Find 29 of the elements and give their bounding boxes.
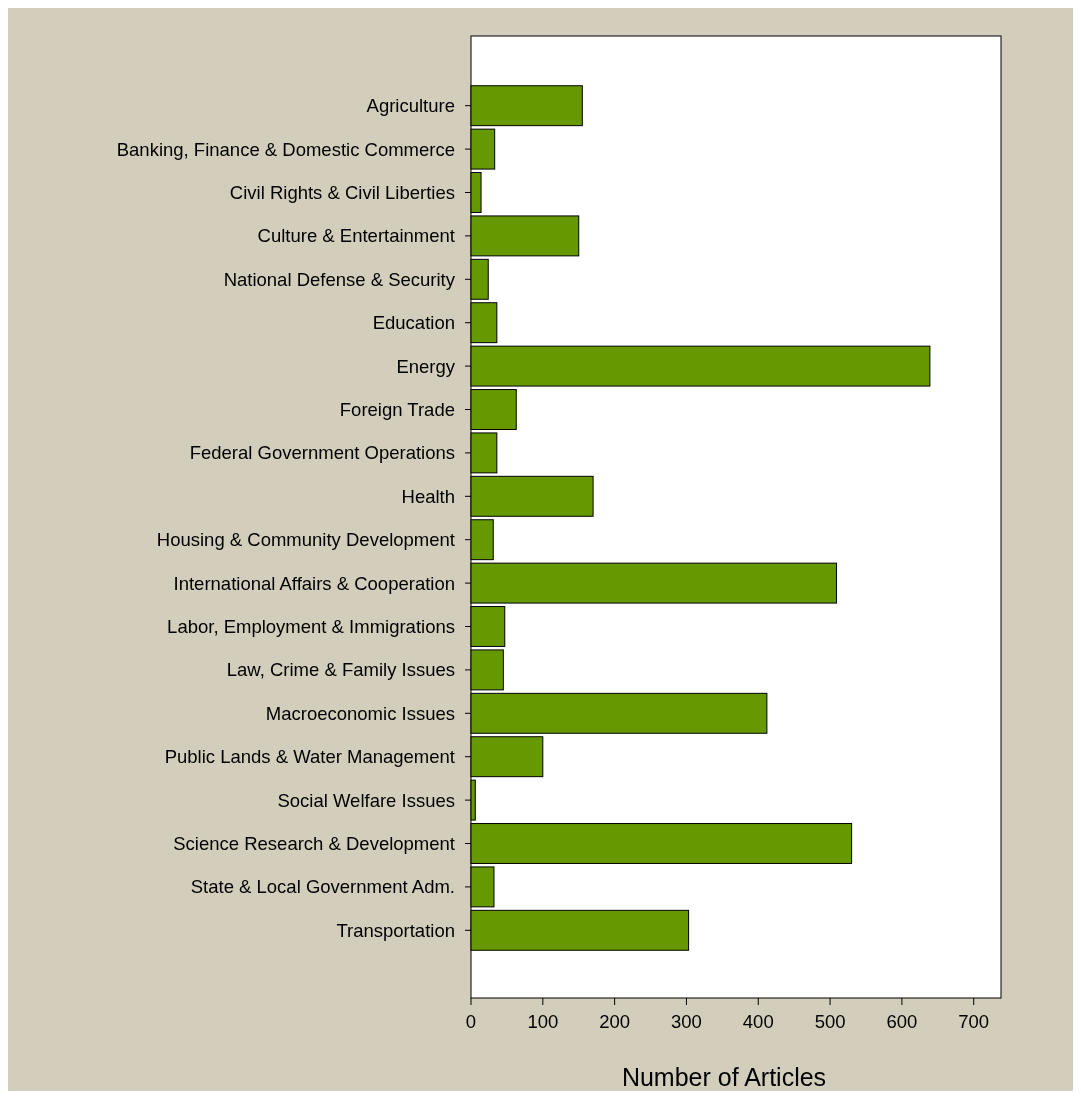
x-tick-label: 0 (465, 1011, 477, 1032)
x-tick-label: 400 (742, 1011, 774, 1032)
x-tick-label: 100 (527, 1011, 559, 1032)
x-tick-label: 600 (886, 1011, 918, 1032)
x-axis-title: Number of Articles (621, 1063, 827, 1091)
y-tick-label: Civil Rights & Civil Liberties (229, 181, 455, 203)
y-tick-label: Labor, Employment & Immigrations (167, 615, 455, 637)
y-tick-label: Health (401, 485, 455, 507)
y-tick-label: Culture & Entertainment (257, 225, 455, 247)
x-tick-label: 700 (958, 1011, 990, 1032)
x-tick-label: 500 (814, 1011, 846, 1032)
y-tick-label: Public Lands & Water Management (164, 746, 455, 768)
y-tick-label: National Defense & Security (223, 268, 456, 290)
y-tick-label: Science Research & Development (173, 832, 455, 854)
y-tick-label: Law, Crime & Family Issues (226, 659, 455, 681)
y-tick-label: Banking, Finance & Domestic Commerce (116, 138, 455, 160)
y-tick-label: Social Welfare Issues (277, 789, 455, 811)
x-tick-label: 300 (671, 1011, 702, 1032)
y-tick-label: Transportation (336, 919, 455, 941)
y-tick-label: Federal Government Operations (189, 442, 455, 464)
y-tick-label: Housing & Community Development (156, 529, 455, 551)
y-tick-label: Education (372, 312, 455, 334)
y-tick-label: State & Local Government Adm. (190, 876, 455, 898)
y-tick-label: Agriculture (366, 95, 455, 117)
y-tick-label: Macroeconomic Issues (265, 702, 455, 724)
y-tick-label: Energy (396, 355, 456, 377)
x-tick-label: 200 (599, 1011, 631, 1032)
y-tick-label: Foreign Trade (339, 398, 455, 420)
y-tick-label: International Affairs & Cooperation (173, 572, 455, 594)
